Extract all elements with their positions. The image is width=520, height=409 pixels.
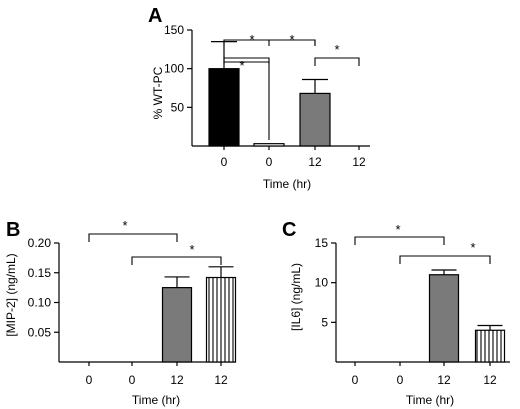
significance-bracket bbox=[224, 61, 270, 140]
significance-label: * bbox=[189, 242, 194, 257]
y-tick-label: 0.10 bbox=[28, 296, 52, 310]
x-tick-label: 12 bbox=[483, 373, 497, 387]
significance-bracket bbox=[354, 236, 445, 245]
x-axis-title: Time (hr) bbox=[406, 393, 454, 407]
x-axis-title: Time (hr) bbox=[263, 177, 311, 191]
x-tick-label: 0 bbox=[129, 373, 136, 387]
y-axis-title: [IL6] (ng/mL) bbox=[289, 263, 303, 331]
axis-group: 5 10 15 0 0 12 12 bbox=[315, 236, 510, 387]
bar bbox=[474, 329, 506, 363]
y-tick-label: 0.05 bbox=[28, 325, 52, 339]
significance-group: ** bbox=[88, 218, 222, 265]
x-tick-label: 12 bbox=[214, 373, 228, 387]
panel-a: A % WT-PC Time (hr) 50 100 150 0 0 12 12 * * * * bbox=[148, 5, 370, 191]
y-tick-label: 150 bbox=[164, 23, 184, 37]
significance-bracket bbox=[223, 57, 270, 64]
significance-bracket bbox=[399, 255, 491, 264]
significance-label: * bbox=[395, 222, 400, 237]
bar bbox=[161, 287, 193, 363]
y-tick-label: 0.15 bbox=[28, 266, 52, 280]
significance-group: ** bbox=[354, 222, 491, 264]
bar bbox=[253, 143, 285, 147]
x-tick-label: 12 bbox=[437, 373, 451, 387]
y-tick-label: 0.20 bbox=[28, 236, 52, 250]
y-tick-label: 100 bbox=[164, 62, 184, 76]
y-tick-label: 15 bbox=[315, 236, 329, 250]
x-tick-label: 12 bbox=[308, 155, 322, 169]
significance-label: * bbox=[334, 42, 339, 57]
bar bbox=[205, 276, 237, 363]
y-axis-title: % WT-PC bbox=[151, 66, 165, 119]
y-tick-label: 10 bbox=[315, 276, 329, 290]
significance-bracket bbox=[268, 39, 316, 46]
x-tick-label: 12 bbox=[170, 373, 184, 387]
x-tick-label: 0 bbox=[221, 155, 228, 169]
panel-letter-a: A bbox=[148, 5, 162, 27]
significance-label: * bbox=[122, 218, 127, 233]
y-axis-title: [MIP-2] (ng/mL) bbox=[4, 253, 18, 336]
x-tick-label: 0 bbox=[86, 373, 93, 387]
bar bbox=[208, 68, 240, 147]
bar bbox=[299, 92, 331, 147]
significance-label: * bbox=[289, 32, 294, 47]
significance-group: * * * * bbox=[223, 32, 360, 140]
significance-bracket bbox=[131, 256, 222, 265]
significance-bracket bbox=[314, 57, 360, 66]
axis-group: 0.05 0.10 0.15 0.20 0 0 12 12 bbox=[28, 236, 236, 387]
significance-bracket bbox=[88, 233, 178, 242]
bars-group bbox=[208, 40, 331, 147]
panel-b: B [MIP-2] (ng/mL) Time (hr) 0.05 0.10 0.15… bbox=[4, 218, 237, 407]
x-tick-label: 0 bbox=[397, 373, 404, 387]
panel-letter-b: B bbox=[6, 219, 20, 241]
panel-letter-c: C bbox=[282, 219, 296, 241]
bars-group bbox=[428, 269, 506, 363]
significance-label: * bbox=[470, 240, 475, 255]
y-tick-label: 50 bbox=[171, 100, 185, 114]
significance-label: * bbox=[239, 58, 244, 73]
x-tick-label: 0 bbox=[352, 373, 359, 387]
y-tick-label: 5 bbox=[321, 315, 328, 329]
bar bbox=[428, 274, 460, 363]
x-axis-title: Time (hr) bbox=[132, 393, 180, 407]
significance-label: * bbox=[249, 32, 254, 47]
x-tick-label: 0 bbox=[266, 155, 273, 169]
bars-group bbox=[161, 266, 237, 363]
x-tick-label: 12 bbox=[352, 155, 366, 169]
